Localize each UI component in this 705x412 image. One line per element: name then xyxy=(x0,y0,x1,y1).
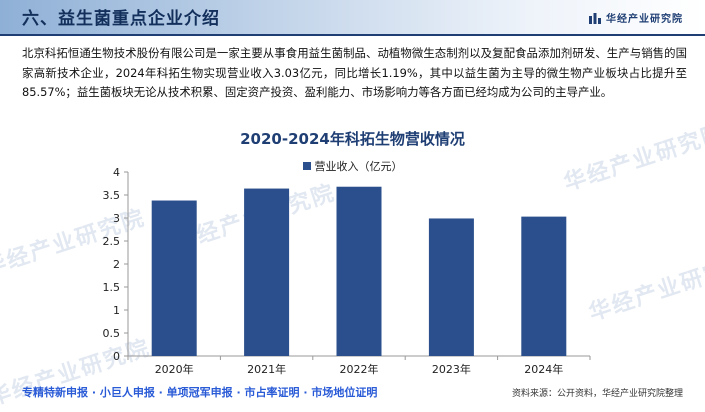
y-tick-label: 1.5 xyxy=(103,281,121,294)
legend-swatch xyxy=(302,162,311,170)
brand-name: 华经产业研究院 xyxy=(606,14,683,25)
legend-label: 营业收入（亿元） xyxy=(314,160,403,173)
bar xyxy=(428,218,474,356)
x-tick-label: 2024年 xyxy=(524,362,563,376)
bar xyxy=(244,188,290,356)
chart-title: 2020-2024年科拓生物营收情况 xyxy=(240,130,465,148)
header-divider xyxy=(0,34,705,36)
y-tick-label: 3 xyxy=(113,212,120,225)
source-note: 资料来源：公开资料，华经产业研究院整理 xyxy=(511,389,683,399)
brand: 华经产业研究院 xyxy=(589,10,683,25)
chart-legend: 营业收入（亿元） xyxy=(0,158,705,174)
x-tick-label: 2021年 xyxy=(247,362,286,376)
x-tick-label: 2022年 xyxy=(340,362,379,376)
brand-logo-icon xyxy=(589,12,601,24)
intro-paragraph: 北京科拓恒通生物技术股份有限公司是一家主要从事食用益生菌制品、动植物微生态制剂以… xyxy=(22,46,687,99)
bar xyxy=(521,216,567,356)
y-tick-label: 4 xyxy=(113,166,120,179)
y-tick-label: 2 xyxy=(113,258,120,271)
y-tick-label: 0 xyxy=(113,350,120,363)
bar xyxy=(151,200,197,356)
y-tick-label: 3.5 xyxy=(103,189,121,202)
footer-links[interactable]: 专精特新申报 · 小巨人申报 · 单项冠军申报 · 市占率证明 · 市场地位证明 xyxy=(22,386,378,399)
header-bar: 六、益生菌重点企业介绍 华经产业研究院 xyxy=(0,0,705,34)
y-tick-label: 0.5 xyxy=(103,327,121,340)
section-title: 六、益生菌重点企业介绍 xyxy=(22,9,220,29)
x-tick-label: 2023年 xyxy=(432,362,471,376)
x-tick-label: 2020年 xyxy=(155,362,194,376)
bar xyxy=(336,186,382,356)
y-tick-label: 1 xyxy=(113,304,120,317)
y-tick-label: 2.5 xyxy=(103,235,121,248)
bar-chart: 0 0.5 1 1.5 2 2.5 3 3.5 4 2020年 2021年 2022年 2023年 202… xyxy=(103,166,591,376)
